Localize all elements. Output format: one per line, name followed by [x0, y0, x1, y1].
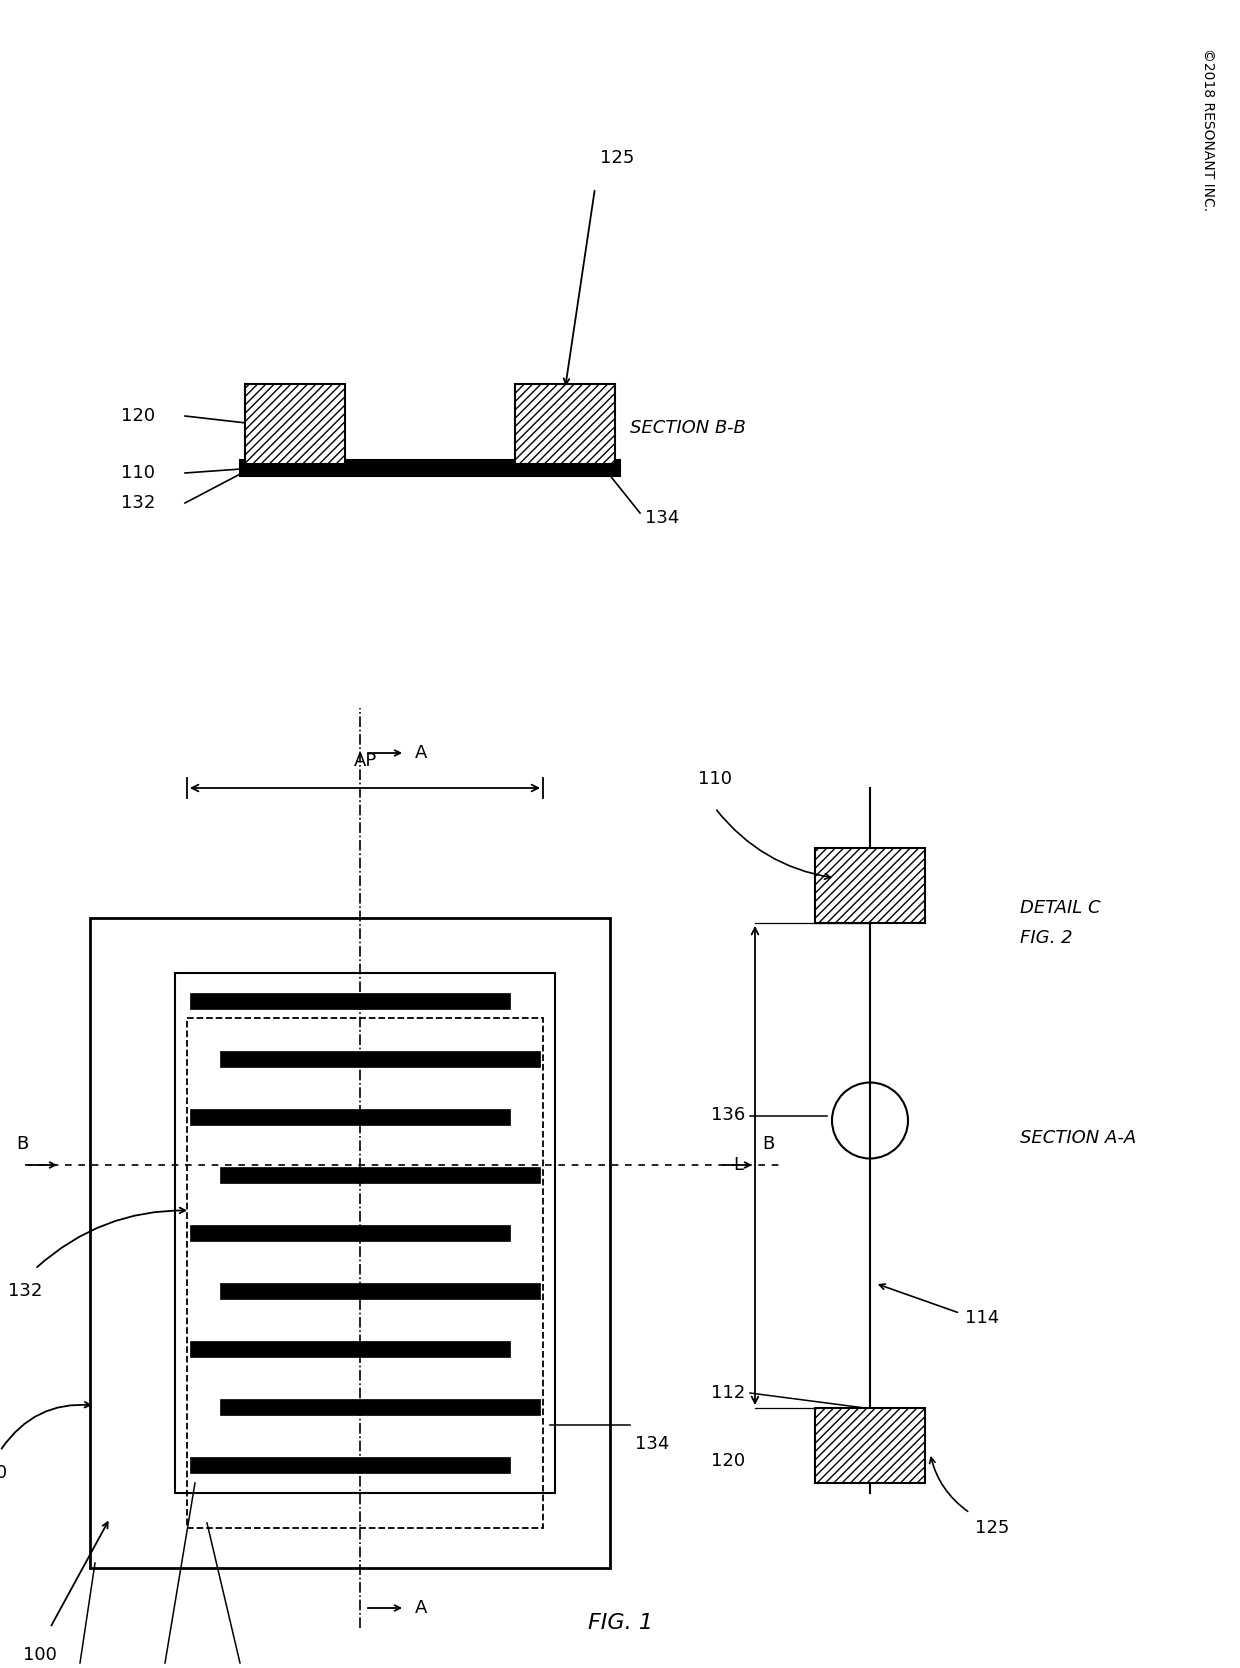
- Bar: [190, 1224, 510, 1241]
- Text: 120: 120: [711, 1451, 745, 1470]
- Text: 125: 125: [600, 148, 635, 167]
- Bar: [219, 1399, 539, 1414]
- Text: AP: AP: [353, 752, 377, 771]
- Text: 130: 130: [0, 1465, 7, 1481]
- Text: 125: 125: [975, 1520, 1009, 1536]
- Text: B: B: [763, 1134, 774, 1153]
- Bar: [815, 1408, 925, 1483]
- Text: 136: 136: [711, 1106, 745, 1124]
- Bar: [190, 992, 510, 1009]
- Bar: [515, 384, 615, 464]
- Text: FIG. 2: FIG. 2: [1021, 929, 1073, 947]
- Bar: [175, 972, 556, 1493]
- Text: DETAIL C: DETAIL C: [1021, 899, 1101, 917]
- Bar: [219, 1168, 539, 1183]
- Bar: [187, 1017, 543, 1528]
- Bar: [246, 384, 345, 464]
- Bar: [219, 1283, 539, 1299]
- Bar: [91, 917, 610, 1568]
- Bar: [241, 460, 620, 475]
- Text: L: L: [733, 1156, 743, 1174]
- Text: A: A: [415, 744, 428, 762]
- Bar: [219, 1051, 539, 1068]
- Text: 134: 134: [645, 509, 680, 527]
- Bar: [190, 1458, 510, 1473]
- Text: 112: 112: [711, 1384, 745, 1403]
- Text: SECTION A-A: SECTION A-A: [1021, 1129, 1136, 1148]
- Text: 132: 132: [120, 494, 155, 512]
- Bar: [190, 1109, 510, 1124]
- Bar: [815, 847, 925, 922]
- Text: 100: 100: [24, 1646, 57, 1665]
- Text: 134: 134: [635, 1434, 670, 1453]
- Text: 120: 120: [120, 407, 155, 425]
- Text: FIG. 1: FIG. 1: [588, 1613, 652, 1633]
- Text: 110: 110: [122, 464, 155, 482]
- Text: 114: 114: [965, 1309, 999, 1328]
- Bar: [190, 1341, 510, 1358]
- Text: B: B: [16, 1134, 29, 1153]
- Text: 110: 110: [698, 771, 732, 787]
- Text: ©2018 RESONANT INC.: ©2018 RESONANT INC.: [1202, 48, 1215, 212]
- Text: 132: 132: [7, 1283, 42, 1299]
- Text: SECTION B-B: SECTION B-B: [630, 419, 746, 437]
- Text: A: A: [415, 1600, 428, 1616]
